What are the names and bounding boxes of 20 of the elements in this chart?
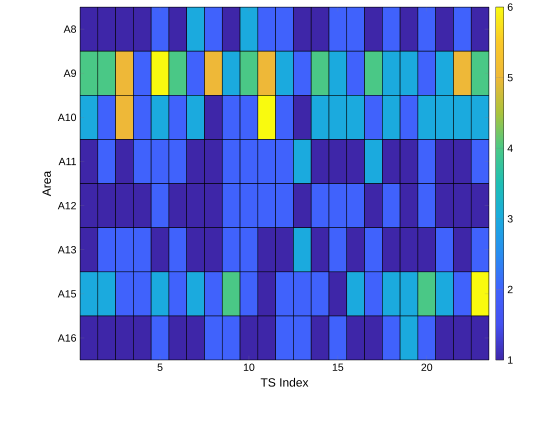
y-tick-label: A10	[58, 114, 76, 122]
color-bar-label: 4	[508, 144, 513, 152]
color-bar-label: 2	[508, 286, 513, 294]
y-tick-label: A15	[58, 290, 76, 298]
x-tick-label: 5	[158, 364, 162, 371]
y-tick-label: A16	[58, 334, 76, 342]
color-bar-label: 6	[508, 3, 513, 11]
y-axis-title: Area	[42, 170, 51, 196]
color-bar-label: 3	[508, 215, 513, 223]
y-tick-label: A8	[64, 25, 76, 33]
color-bar-label: 5	[508, 74, 513, 82]
x-tick-label: 20	[421, 364, 432, 371]
x-axis-title: TS Index	[260, 378, 308, 387]
y-tick-label: A11	[58, 158, 76, 166]
y-tick-label: A13	[58, 246, 76, 254]
color-bar-label: 1	[508, 356, 513, 364]
x-tick-label: 15	[332, 364, 344, 371]
x-tick-label: 10	[244, 364, 254, 371]
y-tick-label: A9	[64, 70, 76, 77]
y-tick-label: A12	[58, 202, 76, 210]
